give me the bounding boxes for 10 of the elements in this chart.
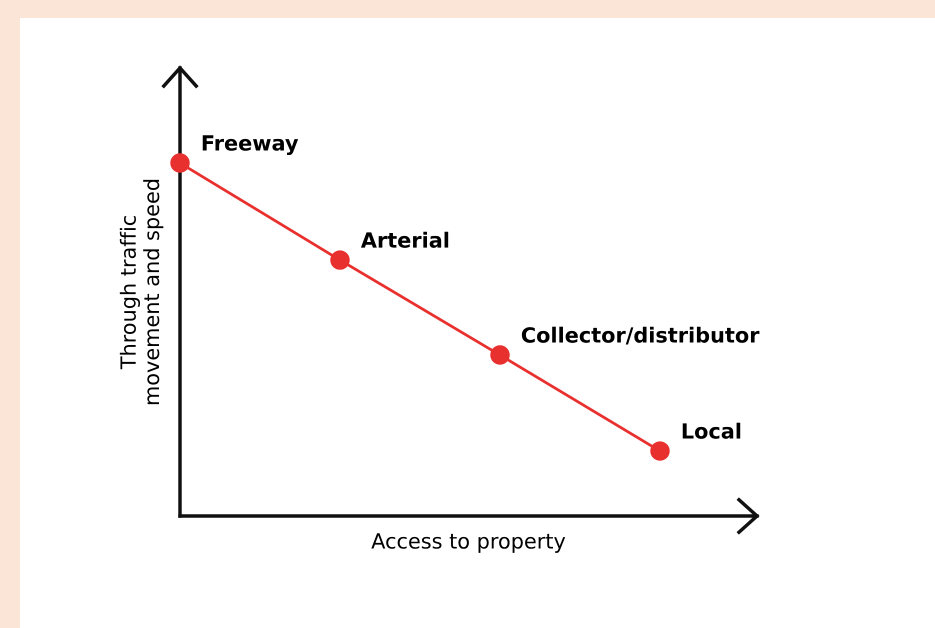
- point: [170, 153, 190, 173]
- text: Freeway: [202, 135, 298, 155]
- annotation: Local: [682, 422, 740, 439]
- annotation: Arterial: [360, 232, 448, 248]
- point: [650, 441, 670, 461]
- x-axis-title: Access to property: [371, 533, 566, 553]
- point: [490, 345, 510, 365]
- y-axis-title: Through traffic movement and speed: [120, 180, 164, 404]
- point: [330, 250, 350, 270]
- annotation: Collector/distributor: [522, 326, 760, 344]
